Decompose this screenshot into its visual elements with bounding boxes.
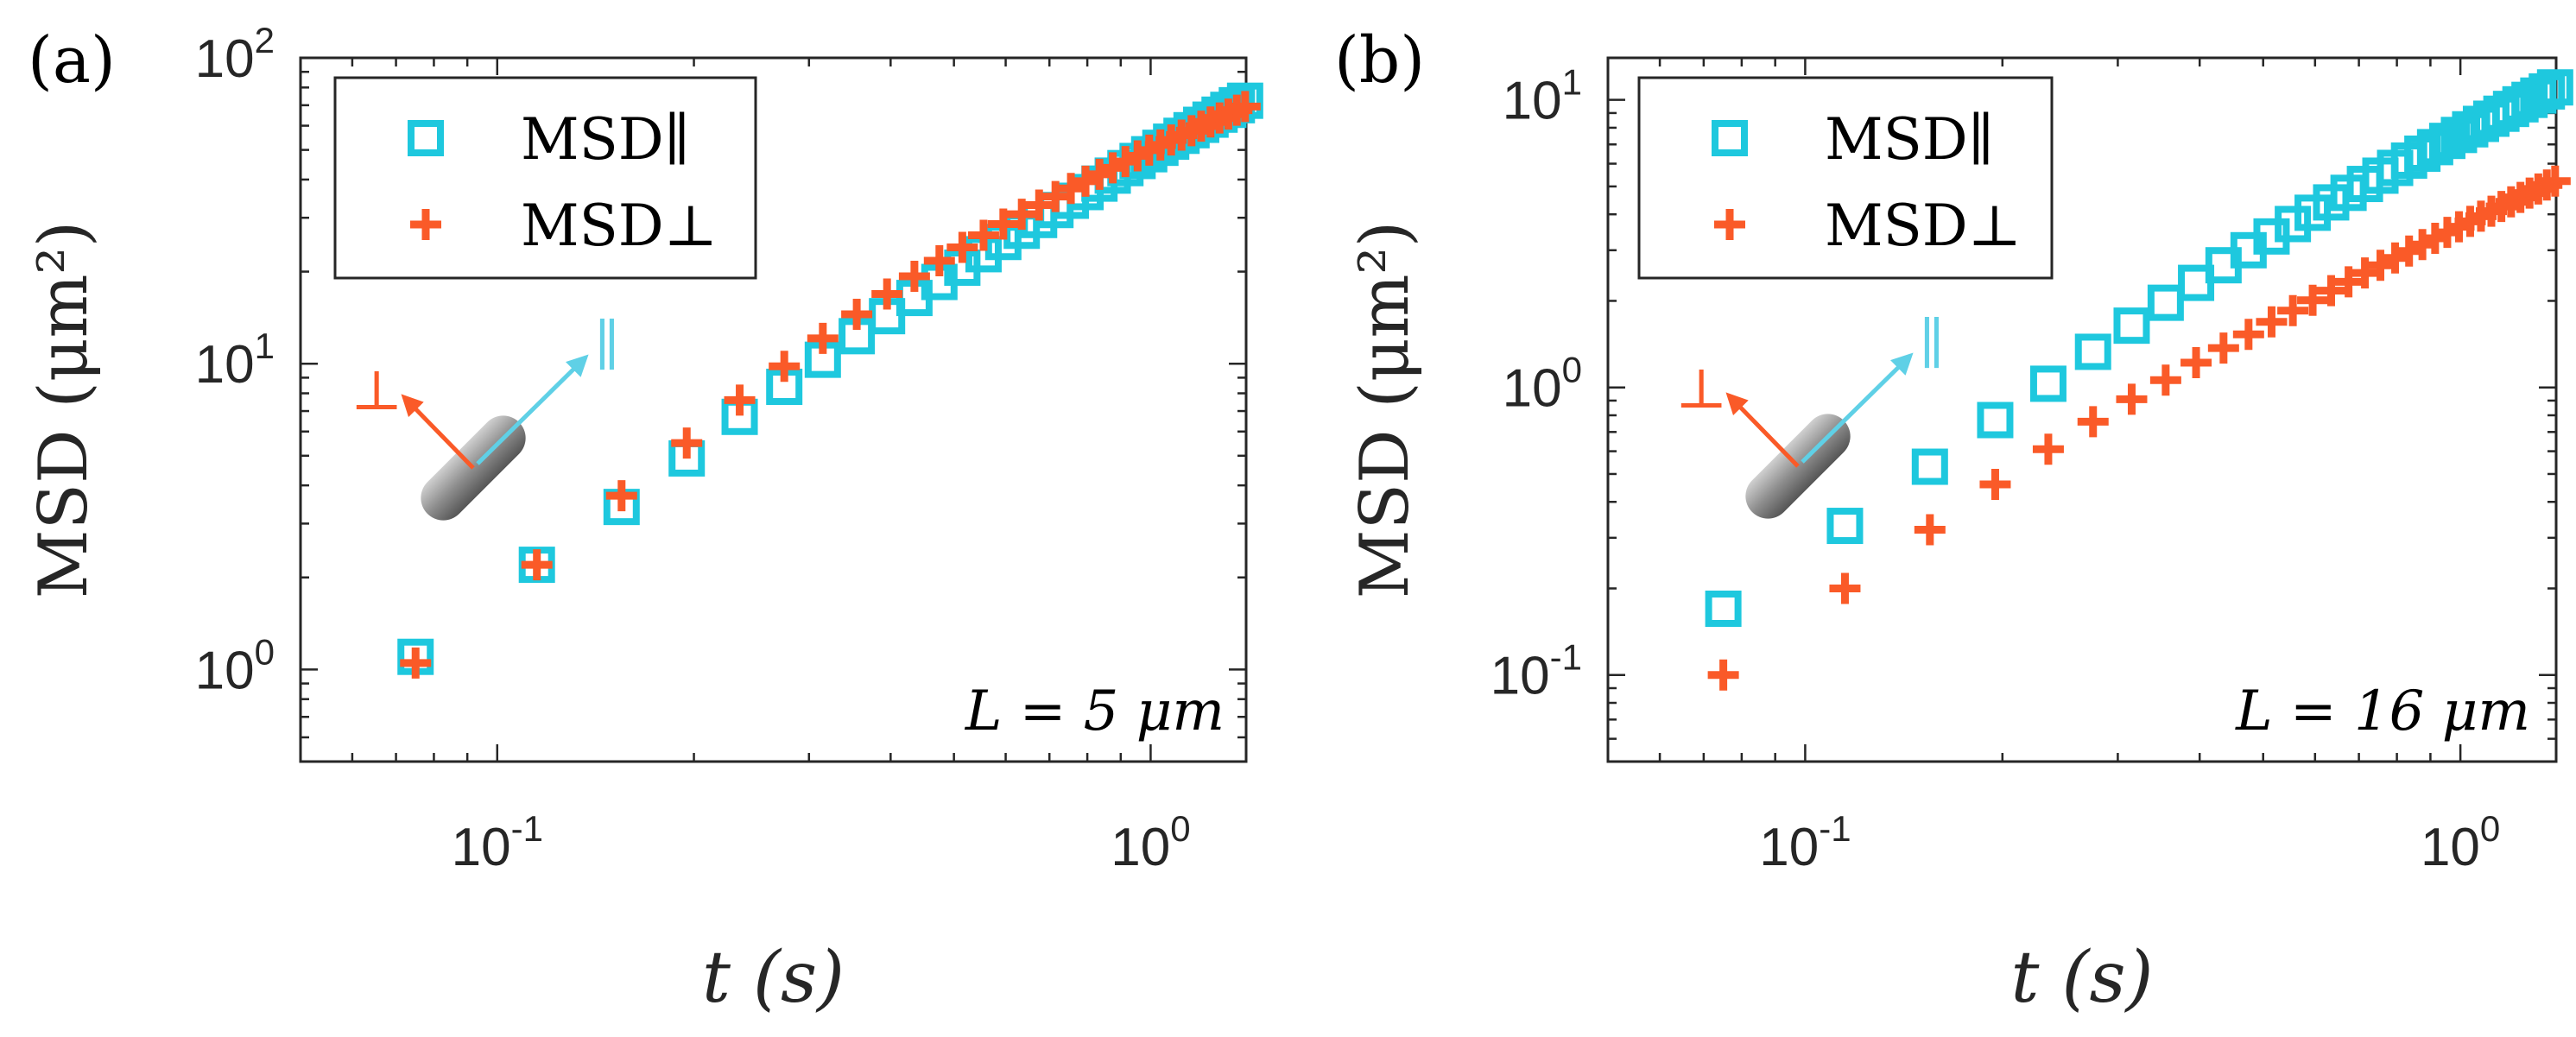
chart-panel-a: 10-1 100 100 101 102 t (s) MSD (μm²) (a) L = 5 μ… [25,20,1263,1019]
x-tick-label: 100 [2421,808,2500,877]
data-point [987,208,1019,240]
perpendicular-arrow [401,394,475,470]
data-point [1826,508,1864,545]
data-point [2032,433,2064,465]
y-tick-label: 100 [195,631,275,700]
legend-box [333,76,757,280]
y-tick-label: 101 [195,326,275,395]
data-point [2149,364,2181,396]
legend: MSD∥ MSD⊥ [1637,76,2054,280]
data-point [1707,659,1739,691]
series-parallel [1705,69,2573,627]
data-point [2529,73,2566,110]
series-perpendicular [1707,165,2571,691]
legend-label: MSD∥ [1825,106,1994,173]
y-axis-label: MSD (μm²) [1346,221,1424,598]
parallel-symbol: ∥ [594,314,620,378]
legend-marker [1714,209,1745,240]
panel-label: (a) [28,23,116,98]
x-tick-label: 10-1 [452,808,543,877]
data-point [2315,275,2347,307]
data-point [400,647,432,679]
legend-label: MSD∥ [521,106,690,173]
data-point [946,231,978,263]
chart-panel-b: 10-1 100 10-1 100 101 t (s) MSD (μm²) (b) L = 16… [1334,23,2573,1019]
y-axis-label: MSD (μm²) [25,221,103,598]
plot-frame [299,56,1248,763]
data-point [1911,448,1948,485]
x-tick-label: 100 [1111,808,1190,877]
data-point [2277,294,2309,326]
data-point [2074,333,2111,370]
data-point [1006,199,1038,231]
plot-frame [1606,56,2558,763]
data-point [2332,266,2364,298]
data-point [898,261,930,293]
x-axis-label: t (s) [702,937,845,1019]
data-point [1705,590,1742,627]
data-point [2297,284,2329,316]
series-perpendicular [400,91,1261,679]
perpendicular-symbol: ⊥ [351,359,402,423]
data-point [605,480,637,512]
data-point [841,299,873,331]
parallel-symbol: ∥ [1919,313,1945,376]
data-point [2536,69,2573,106]
y-tick-label: 10-1 [1491,637,1582,706]
data-point [2294,194,2332,231]
data-point [671,427,703,459]
data-point [724,384,756,416]
rod-icon: ⊥∥ [351,314,620,521]
legend-label: MSD⊥ [1825,193,2022,259]
data-point [769,351,801,383]
parallel-arrow [1801,352,1914,464]
data-point [2232,319,2264,351]
data-point [2539,165,2571,197]
data-point [1229,91,1261,123]
data-point [1914,514,1946,546]
y-tick-label: 101 [1503,62,1582,131]
data-point [1023,189,1055,221]
data-point [923,245,955,277]
panel-label: (b) [1334,23,1425,98]
data-point [2116,383,2148,415]
perpendicular-arrow [1725,392,1800,468]
data-point [807,322,839,354]
data-point [1829,572,1861,604]
data-point [1979,469,2011,501]
legend: MSD∥ MSD⊥ [333,76,757,280]
legend-marker [408,120,444,156]
legend-marker [410,209,441,240]
x-tick-label: 10-1 [1759,808,1851,877]
legend-box [1637,76,2054,280]
data-point [1977,402,2014,439]
data-point [2113,307,2150,345]
perpendicular-symbol: ⊥ [1675,357,1727,421]
y-tick-label: 100 [1503,350,1582,419]
length-annotation: L = 16 μm [2235,680,2530,743]
data-point [2147,284,2184,321]
data-point [2207,332,2239,364]
data-point [871,278,903,310]
data-point [2077,406,2109,438]
y-tick-label: 102 [195,20,275,89]
parallel-arrow [476,354,589,465]
length-annotation: L = 5 μm [965,680,1225,743]
rod-icon: ⊥∥ [1675,313,1945,519]
data-point [967,219,999,251]
legend-label: MSD⊥ [521,193,718,259]
data-point [2256,306,2288,338]
legend-marker [1712,120,1748,156]
data-point [521,549,553,581]
x-axis-label: t (s) [2010,937,2153,1019]
data-point [2029,365,2066,402]
data-point [2180,346,2212,378]
